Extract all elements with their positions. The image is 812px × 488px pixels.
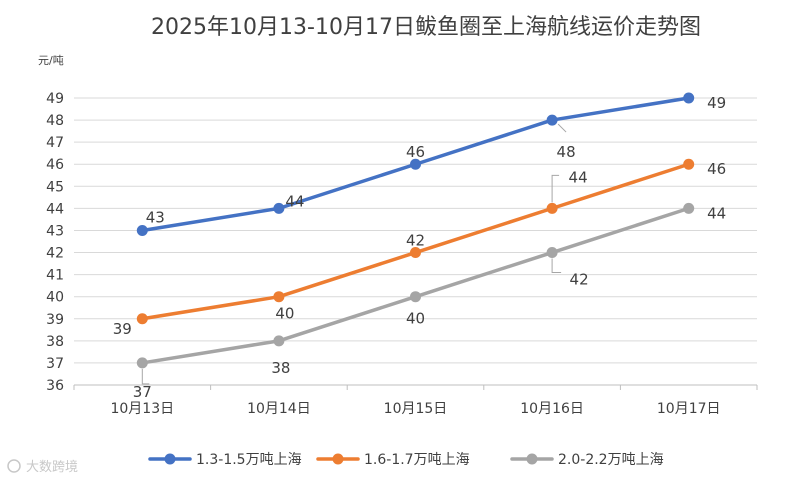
y-tick-label: 49 xyxy=(46,91,64,107)
x-tick-label: 10月13日 xyxy=(110,401,174,417)
series-lines xyxy=(136,92,695,369)
data-point xyxy=(410,247,421,259)
watermark: 大数跨境 xyxy=(7,459,78,475)
chart-title: 2025年10月13-10月17日鲅鱼圈至上海航线运价走势图 xyxy=(151,15,701,40)
data-point xyxy=(683,202,695,214)
data-label: 39 xyxy=(113,320,132,338)
data-label: 42 xyxy=(406,232,425,250)
data-label: 40 xyxy=(275,305,294,323)
legend-marker xyxy=(164,453,176,465)
watermark-logo-icon xyxy=(7,459,21,473)
data-point xyxy=(136,357,148,369)
legend-label: 1.3-1.5万吨上海 xyxy=(196,452,302,468)
label-leader-lines xyxy=(141,123,567,385)
legend-label: 2.0-2.2万吨上海 xyxy=(558,452,664,468)
data-label: 40 xyxy=(406,310,425,328)
leader-line xyxy=(551,258,562,274)
data-point xyxy=(683,158,695,170)
data-point xyxy=(136,313,148,325)
data-label: 38 xyxy=(271,359,290,377)
y-tick-label: 45 xyxy=(46,179,64,195)
data-label: 46 xyxy=(406,143,425,161)
y-tick-label: 47 xyxy=(46,135,64,151)
y-tick-labels: 36 37 38 39 40 41 42 43 44 45 46 47 48 49 xyxy=(46,91,64,394)
data-point xyxy=(546,114,558,126)
data-label: 48 xyxy=(557,143,576,161)
x-tick-label: 10月17日 xyxy=(657,401,721,417)
leader-line xyxy=(557,123,567,133)
data-point xyxy=(136,224,148,236)
y-tick-label: 39 xyxy=(46,312,64,328)
y-tick-label: 38 xyxy=(46,334,64,350)
data-labels: 43 44 46 48 49 39 40 42 44 46 37 38 40 42 44 xyxy=(113,94,726,401)
x-tick-label: 10月14日 xyxy=(247,401,311,417)
data-label: 44 xyxy=(285,192,304,210)
data-label: 49 xyxy=(707,94,726,112)
y-tick-label: 40 xyxy=(46,290,64,306)
data-point xyxy=(546,247,558,259)
data-point xyxy=(683,92,695,104)
y-tick-label: 37 xyxy=(46,356,64,372)
data-point xyxy=(410,291,421,303)
data-label: 46 xyxy=(707,160,726,178)
y-tick-label: 43 xyxy=(46,223,64,239)
data-point xyxy=(410,158,421,170)
data-point xyxy=(273,202,285,214)
data-point xyxy=(273,291,285,303)
y-tick-label: 46 xyxy=(46,157,64,173)
legend-marker xyxy=(332,453,344,465)
x-tick-label: 10月16日 xyxy=(520,401,584,417)
leader-line xyxy=(551,174,560,203)
y-axis-label: 元/吨 xyxy=(38,54,64,67)
x-tick-labels: 10月13日 10月14日 10月15日 10月16日 10月17日 xyxy=(110,401,720,417)
legend: 1.3-1.5万吨上海 1.6-1.7万吨上海 2.0-2.2万吨上海 xyxy=(148,452,664,468)
data-label: 37 xyxy=(133,383,152,401)
watermark-text: 大数跨境 xyxy=(26,460,78,475)
data-point xyxy=(273,335,285,347)
y-tick-label: 36 xyxy=(46,378,64,394)
data-label: 43 xyxy=(146,208,165,226)
legend-label: 1.6-1.7万吨上海 xyxy=(364,452,470,468)
data-point xyxy=(546,202,558,214)
y-tick-label: 41 xyxy=(46,268,64,284)
legend-marker xyxy=(526,453,538,465)
data-label: 44 xyxy=(569,168,588,186)
data-label: 42 xyxy=(570,271,589,289)
y-tick-label: 44 xyxy=(46,201,64,217)
data-label: 44 xyxy=(707,204,726,222)
leader-line xyxy=(141,368,150,385)
y-tick-label: 48 xyxy=(46,113,64,129)
y-tick-label: 42 xyxy=(46,246,64,262)
x-tick-label: 10月15日 xyxy=(384,401,448,417)
